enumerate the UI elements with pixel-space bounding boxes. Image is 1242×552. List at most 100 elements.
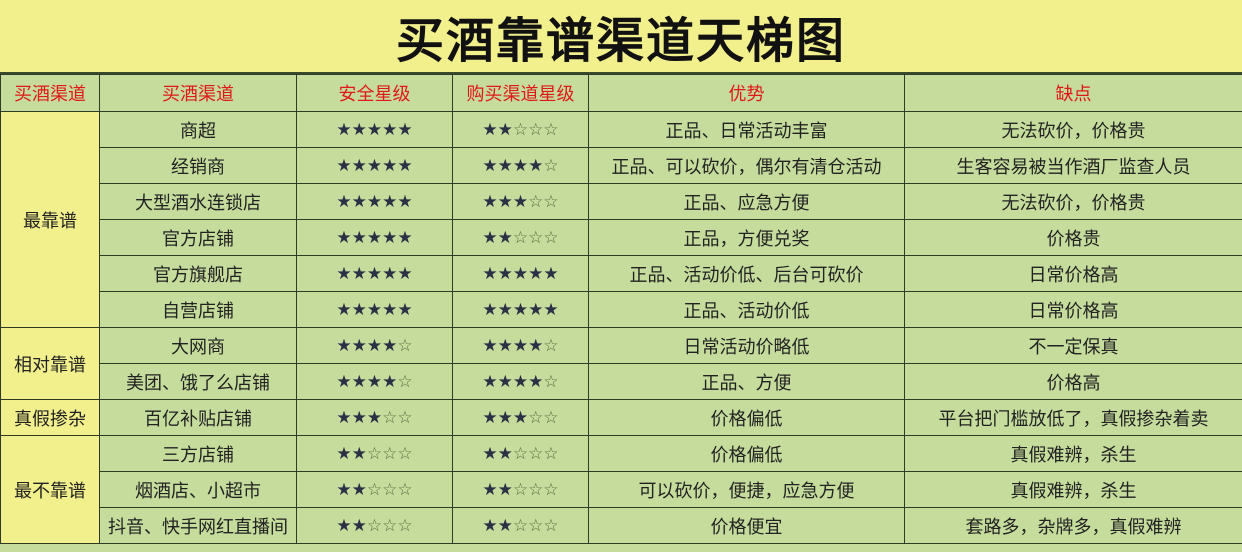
table-row: 官方店铺 ★★★★★ ★★☆☆☆ 正品，方便兑奖 价格贵 <box>1 219 1242 256</box>
table-row: 真假掺杂 百亿补贴店铺 ★★★☆☆ ★★★☆☆ 价格偏低 平台把门槛放低了，真假掺杂着卖 <box>0 399 1242 436</box>
star-rating: ★★★☆☆ <box>336 408 412 428</box>
star-empty-icon: ☆ <box>528 444 544 464</box>
star-filled-icon: ★ <box>497 408 513 428</box>
channel-cell: 官方旗舰店 <box>99 255 297 292</box>
star-filled-icon: ★ <box>336 300 352 320</box>
header-pros: 优势 <box>588 74 905 112</box>
pros-cell: 价格偏低 <box>588 435 905 472</box>
star-filled-icon: ★ <box>528 372 544 392</box>
star-filled-icon: ★ <box>336 408 352 428</box>
star-filled-icon: ★ <box>382 192 398 212</box>
header-safety: 安全星级 <box>296 74 453 112</box>
star-filled-icon: ★ <box>366 120 383 140</box>
star-filled-icon: ★ <box>382 264 398 284</box>
star-filled-icon: ★ <box>351 372 367 392</box>
star-filled-icon: ★ <box>497 516 513 536</box>
star-filled-icon: ★ <box>512 336 529 356</box>
star-rating: ★★★★★ <box>336 300 412 320</box>
header-channel-rating: 购买渠道星级 <box>452 74 589 112</box>
star-filled-icon: ★ <box>336 444 352 464</box>
star-filled-icon: ★ <box>482 264 498 284</box>
pros-cell: 正品、活动价低 <box>588 291 905 328</box>
star-filled-icon: ★ <box>336 228 352 248</box>
star-empty-icon: ☆ <box>512 516 529 536</box>
channel-cell: 大网商 <box>99 327 297 364</box>
cons-cell: 真假难辨，杀生 <box>904 435 1242 472</box>
pros-cell: 正品、可以砍价，偶尔有清仓活动 <box>588 147 905 184</box>
safety-cell: ★★★★★ <box>296 291 453 328</box>
cons-cell: 无法砍价，价格贵 <box>904 111 1242 148</box>
star-filled-icon: ★ <box>336 336 352 356</box>
star-filled-icon: ★ <box>336 156 352 176</box>
channel-cell: 大型酒水连锁店 <box>99 183 297 220</box>
channel-rating-cell: ★★★☆☆ <box>452 183 589 220</box>
table-row: 抖音、快手网红直播间 ★★☆☆☆ ★★☆☆☆ 价格便宜 套路多，杂牌多，真假难辨 <box>1 507 1242 544</box>
star-rating: ★★☆☆☆ <box>482 444 558 464</box>
pros-cell: 正品，方便兑奖 <box>588 219 905 256</box>
table-body: 最靠谱 商超 ★★★★★ ★★☆☆☆ 正品、日常活动丰富 无法砍价，价格贵 经销商 ★★★★★… <box>0 111 1242 544</box>
star-filled-icon: ★ <box>382 336 398 356</box>
star-empty-icon: ☆ <box>543 516 559 536</box>
star-rating: ★★★★★ <box>336 192 412 212</box>
pros-cell: 正品、方便 <box>588 363 905 400</box>
star-filled-icon: ★ <box>482 480 498 500</box>
star-filled-icon: ★ <box>366 192 383 212</box>
star-filled-icon: ★ <box>528 264 544 284</box>
star-filled-icon: ★ <box>482 336 498 356</box>
channel-cell: 烟酒店、小超市 <box>99 471 297 508</box>
star-filled-icon: ★ <box>366 372 383 392</box>
header-cons: 缺点 <box>904 74 1242 112</box>
star-empty-icon: ☆ <box>512 480 529 500</box>
star-empty-icon: ☆ <box>512 444 529 464</box>
channel-rating-cell: ★★★★☆ <box>452 363 589 400</box>
page-title: 买酒靠谱渠道天梯图 <box>0 0 1242 74</box>
table-row: 相对靠谱 大网商 ★★★★☆ ★★★★☆ 日常活动价略低 不一定保真 <box>0 327 1242 400</box>
star-empty-icon: ☆ <box>528 192 544 212</box>
pros-cell: 日常活动价略低 <box>588 327 905 364</box>
star-empty-icon: ☆ <box>382 408 398 428</box>
star-filled-icon: ★ <box>366 336 383 356</box>
category-cell: 最靠谱 <box>0 111 100 328</box>
star-rating: ★★★★☆ <box>482 372 558 392</box>
channel-rating-cell: ★★☆☆☆ <box>452 507 589 544</box>
star-filled-icon: ★ <box>366 156 383 176</box>
table-row: 自营店铺 ★★★★★ ★★★★★ 正品、活动价低 日常价格高 <box>1 291 1242 328</box>
star-empty-icon: ☆ <box>528 408 544 428</box>
star-filled-icon: ★ <box>336 516 352 536</box>
star-filled-icon: ★ <box>482 156 498 176</box>
star-empty-icon: ☆ <box>366 444 383 464</box>
star-rating: ★★☆☆☆ <box>336 516 412 536</box>
star-filled-icon: ★ <box>497 444 513 464</box>
safety-cell: ★★★★★ <box>296 147 453 184</box>
channel-cell: 经销商 <box>99 147 297 184</box>
safety-cell: ★★★★★ <box>296 219 453 256</box>
star-filled-icon: ★ <box>543 264 559 284</box>
table-row: 经销商 ★★★★★ ★★★★☆ 正品、可以砍价，偶尔有清仓活动 生客容易被当作酒厂监查人… <box>1 147 1242 184</box>
star-empty-icon: ☆ <box>528 228 544 248</box>
star-filled-icon: ★ <box>497 156 513 176</box>
safety-cell: ★★★★★ <box>296 111 453 148</box>
star-filled-icon: ★ <box>397 264 413 284</box>
star-rating: ★★★★☆ <box>482 336 558 356</box>
star-filled-icon: ★ <box>528 336 544 356</box>
star-empty-icon: ☆ <box>397 408 413 428</box>
star-empty-icon: ☆ <box>543 228 559 248</box>
star-rating: ★★★★☆ <box>336 336 412 356</box>
channel-rating-cell: ★★☆☆☆ <box>452 111 589 148</box>
channel-cell: 官方店铺 <box>99 219 297 256</box>
star-empty-icon: ☆ <box>397 372 413 392</box>
table-row: 美团、饿了么店铺 ★★★★☆ ★★★★☆ 正品、方便 价格高 <box>1 363 1242 400</box>
star-rating: ★★☆☆☆ <box>482 480 558 500</box>
star-empty-icon: ☆ <box>382 516 398 536</box>
star-filled-icon: ★ <box>382 120 398 140</box>
star-filled-icon: ★ <box>397 192 413 212</box>
cons-cell: 平台把门槛放低了，真假掺杂着卖 <box>904 399 1242 436</box>
table-row: 最靠谱 商超 ★★★★★ ★★☆☆☆ 正品、日常活动丰富 无法砍价，价格贵 <box>0 111 1242 328</box>
category-cell: 最不靠谱 <box>0 435 100 544</box>
star-filled-icon: ★ <box>336 480 352 500</box>
star-empty-icon: ☆ <box>543 408 559 428</box>
star-filled-icon: ★ <box>366 408 383 428</box>
header-row: 买酒渠道 买酒渠道 安全星级 购买渠道星级 优势 缺点 <box>0 74 1242 112</box>
star-filled-icon: ★ <box>397 156 413 176</box>
pros-cell: 价格偏低 <box>588 399 905 436</box>
